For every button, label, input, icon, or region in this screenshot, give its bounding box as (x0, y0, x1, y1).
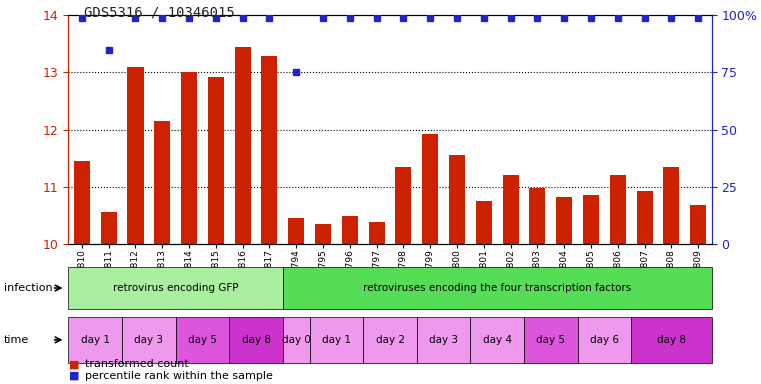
Bar (368, 222, 384, 244)
Text: day 2: day 2 (375, 335, 405, 345)
Bar (181, 73, 197, 244)
Bar (396, 167, 412, 244)
Text: day 5: day 5 (188, 335, 217, 345)
Bar (556, 197, 572, 244)
Bar (234, 47, 250, 244)
Bar (315, 224, 331, 244)
Text: day 5: day 5 (537, 335, 565, 345)
Bar (610, 175, 626, 244)
Text: retrovirus encoding GFP: retrovirus encoding GFP (113, 283, 238, 293)
Text: day 6: day 6 (590, 335, 619, 345)
Bar (502, 175, 519, 244)
Text: day 3: day 3 (135, 335, 164, 345)
Bar (583, 195, 599, 244)
Bar (530, 188, 546, 244)
Text: day 1: day 1 (81, 335, 110, 345)
Bar (100, 212, 116, 244)
Bar (422, 134, 438, 244)
Text: day 8: day 8 (657, 335, 686, 345)
Text: infection: infection (4, 283, 53, 293)
Text: percentile rank within the sample: percentile rank within the sample (85, 371, 273, 381)
Text: transformed count: transformed count (85, 359, 189, 369)
Bar (262, 56, 278, 244)
Text: GDS5316 / 10346015: GDS5316 / 10346015 (84, 6, 234, 20)
Bar (127, 67, 144, 244)
Bar (476, 201, 492, 244)
Bar (690, 205, 706, 244)
Bar (664, 167, 680, 244)
Text: day 0: day 0 (282, 335, 310, 345)
Bar (288, 218, 304, 244)
Bar (342, 217, 358, 244)
Bar (449, 155, 465, 244)
Bar (636, 191, 653, 244)
Bar (74, 161, 90, 244)
Text: retroviruses encoding the four transcription factors: retroviruses encoding the four transcrip… (363, 283, 632, 293)
Text: day 1: day 1 (322, 335, 351, 345)
Text: time: time (4, 335, 29, 345)
Text: ■: ■ (68, 371, 79, 381)
Text: day 3: day 3 (429, 335, 458, 345)
Bar (154, 121, 170, 244)
Bar (208, 77, 224, 244)
Text: day 8: day 8 (241, 335, 271, 345)
Text: ■: ■ (68, 359, 79, 369)
Text: day 4: day 4 (482, 335, 511, 345)
